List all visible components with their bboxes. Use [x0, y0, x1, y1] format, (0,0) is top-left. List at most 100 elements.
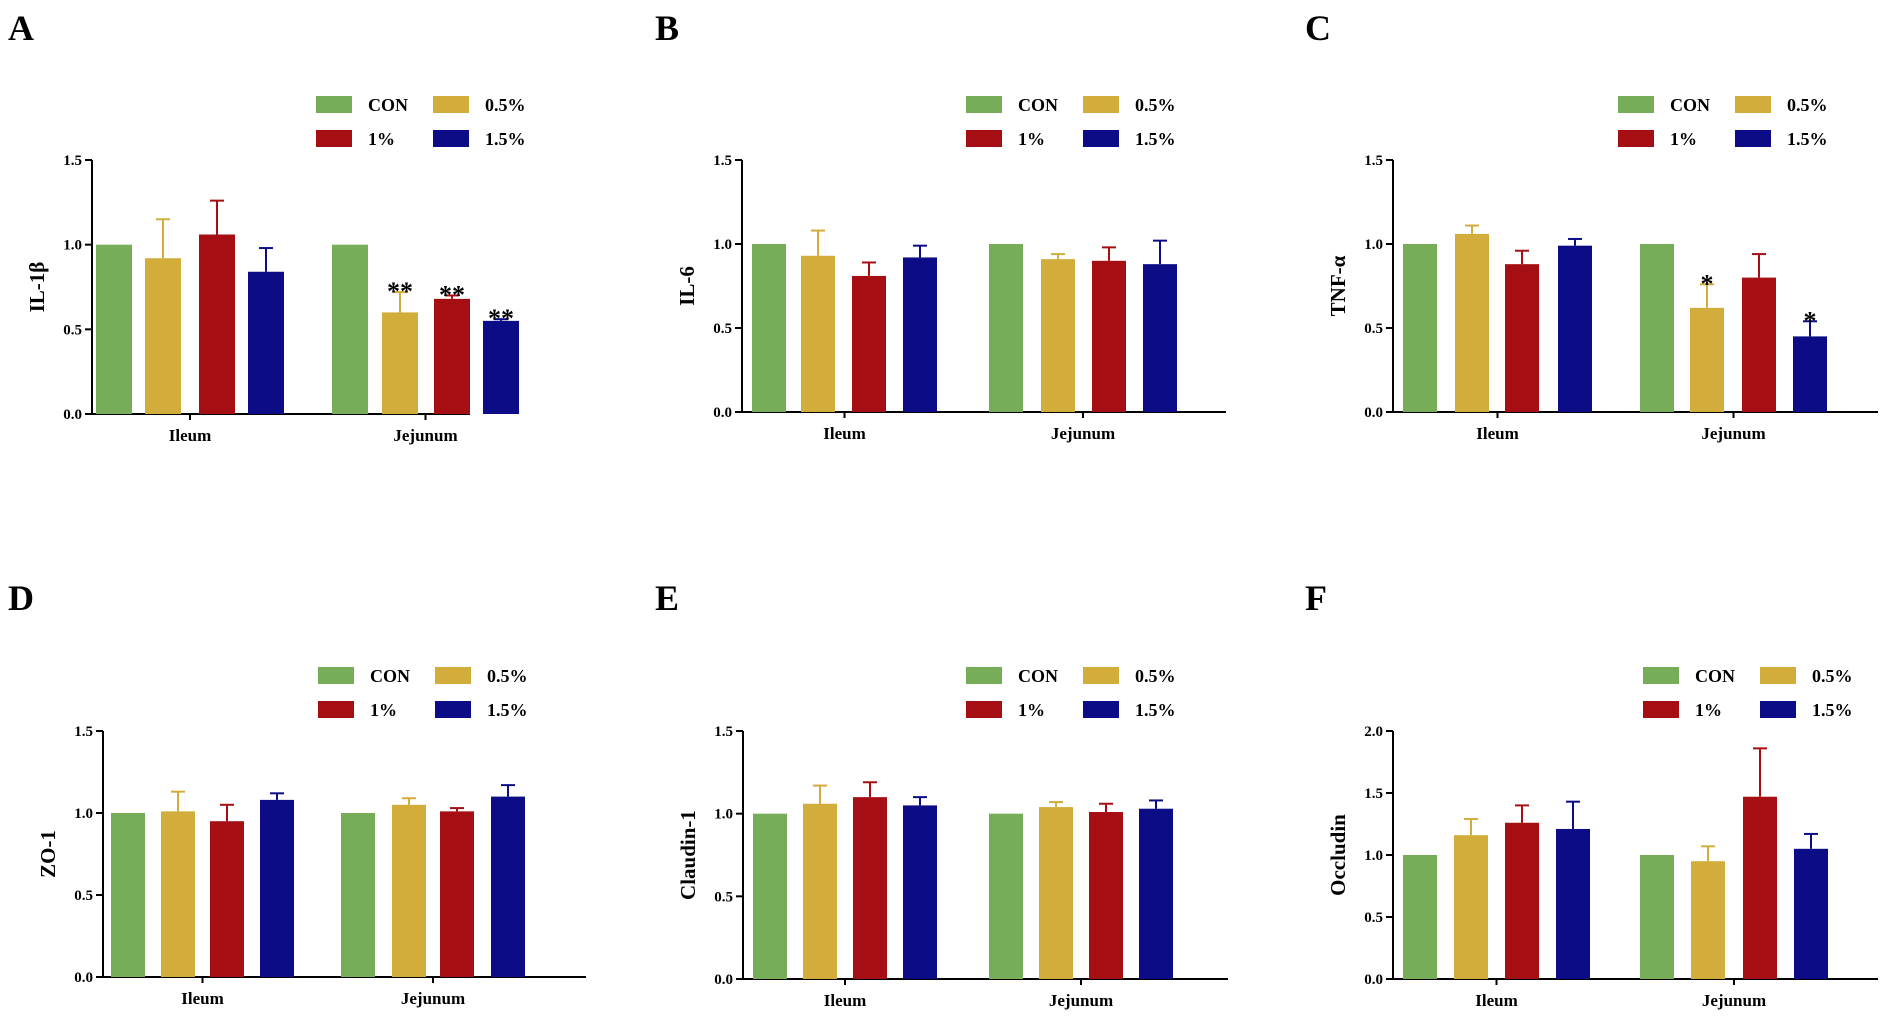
legend-swatch	[316, 130, 352, 147]
bar-jejunum-0_5pct	[1039, 807, 1073, 979]
legend-swatch	[966, 130, 1002, 147]
legend-label: 1.5%	[1135, 129, 1176, 149]
legend-swatch	[433, 130, 469, 147]
y-axis-label: Occludin	[1326, 814, 1350, 896]
panel-f: F 0.0 0.5 1.0 1.5 2.0 Occludin Ileum Jejunum CON 0…	[1305, 578, 1878, 1010]
legend-label: 0.5%	[1787, 95, 1828, 115]
legend-swatch	[966, 667, 1002, 684]
y-tick-label: 1.0	[713, 237, 732, 253]
y-axis-label: IL-1β	[25, 262, 49, 313]
x-tick-label: Ileum	[1475, 991, 1518, 1010]
bar-jejunum-CON	[989, 813, 1023, 979]
legend-label: CON	[1670, 95, 1710, 115]
legend-swatch	[1760, 667, 1796, 684]
y-tick-label: 0.5	[714, 889, 733, 905]
bar-ileum-0_5pct	[803, 803, 837, 979]
legend-label: CON	[370, 666, 410, 686]
y-tick-label: 0.0	[714, 972, 733, 988]
panel-c: C 0.0 0.5 1.0 1.5 TNF-α Ileum * * Jejunum CON 0.5% 1…	[1305, 8, 1878, 443]
bar-jejunum-CON	[989, 244, 1023, 412]
bar-jejunum-1pct	[1092, 260, 1126, 412]
legend-label: 1%	[1695, 700, 1722, 720]
legend-label: 1%	[1018, 700, 1045, 720]
legend-item: 1%	[316, 129, 395, 149]
legend-item: 0.5%	[435, 666, 528, 686]
bar-ileum-1pct	[852, 275, 886, 412]
bar-jejunum-CON	[341, 813, 375, 977]
legend-item: 1%	[966, 700, 1045, 720]
legend-label: 1.5%	[1787, 129, 1828, 149]
legend-label: CON	[1018, 666, 1058, 686]
bar-jejunum-1_5pct	[491, 796, 525, 977]
legend-label: 1.5%	[1812, 700, 1853, 720]
significance-mark: **	[439, 280, 465, 309]
y-axis-label: IL-6	[675, 266, 699, 306]
panel-letter: E	[655, 578, 679, 618]
x-tick-label: Ileum	[823, 424, 866, 443]
legend-swatch	[318, 701, 354, 718]
bar-jejunum-0_5pct	[1690, 307, 1724, 412]
legend-swatch	[435, 667, 471, 684]
y-tick-label: 0.0	[1364, 405, 1383, 421]
bar-ileum-0_5pct	[801, 255, 835, 412]
x-tick-label: Jejunum	[401, 989, 465, 1008]
bar-jejunum-0_5pct	[1041, 259, 1075, 412]
legend-label: 1%	[370, 700, 397, 720]
y-tick-label: 0.5	[74, 888, 93, 904]
y-tick-label: 1.0	[1364, 848, 1383, 864]
legend-item: 1.5%	[1735, 129, 1828, 149]
panel-e: E 0.0 0.5 1.0 1.5 Claudin-1 Ileum Jejunum CON 0.5…	[655, 578, 1228, 1010]
bar-ileum-CON	[753, 813, 787, 979]
x-tick-label: Ileum	[1476, 424, 1519, 443]
legend-swatch	[1083, 667, 1119, 684]
legend-item: 0.5%	[1083, 666, 1176, 686]
legend-label: CON	[1018, 95, 1058, 115]
bar-ileum-CON	[111, 813, 145, 977]
legend-swatch	[435, 701, 471, 718]
legend-item: 1%	[1618, 129, 1697, 149]
panel-d: D 0.0 0.5 1.0 1.5 ZO-1 Ileum Jejunum CON 0.5% 1% 1.…	[8, 578, 586, 1008]
legend-label: 1.5%	[485, 129, 526, 149]
legend-label: 0.5%	[1135, 666, 1176, 686]
legend-item: CON	[1618, 95, 1710, 115]
bar-ileum-1_5pct	[903, 805, 937, 979]
x-tick-label: Ileum	[824, 991, 867, 1010]
y-tick-label: 0.0	[63, 407, 82, 423]
legend-swatch	[1735, 130, 1771, 147]
legend-swatch	[1735, 96, 1771, 113]
bar-ileum-1_5pct	[903, 257, 937, 412]
legend-item: CON	[316, 95, 408, 115]
panel-a: A 0.0 0.5 1.0 1.5 IL-1β Ileum ** ** ** Jejunum CON 0…	[8, 8, 526, 445]
bar-ileum-1pct	[1505, 822, 1539, 979]
bar-ileum-CON	[96, 244, 132, 414]
x-tick-label: Jejunum	[1051, 424, 1115, 443]
x-tick-label: Jejunum	[1701, 424, 1765, 443]
y-axis-label: Claudin-1	[676, 810, 700, 900]
x-tick-label: Ileum	[169, 426, 212, 445]
legend-swatch	[316, 96, 352, 113]
y-tick-label: 1.5	[1364, 153, 1383, 169]
y-tick-label: 0.5	[713, 321, 732, 337]
legend-label: 1%	[1018, 129, 1045, 149]
legend-label: 0.5%	[1135, 95, 1176, 115]
panel-letter: B	[655, 8, 679, 48]
legend-item: CON	[966, 95, 1058, 115]
legend-swatch	[1083, 701, 1119, 718]
bar-jejunum-1_5pct	[1139, 808, 1173, 979]
bar-jejunum-CON	[1640, 244, 1674, 412]
legend-swatch	[1643, 701, 1679, 718]
bar-ileum-0_5pct	[1454, 835, 1488, 979]
y-tick-label: 1.0	[1364, 237, 1383, 253]
bar-jejunum-1pct	[1089, 812, 1123, 979]
x-tick-label: Jejunum	[1049, 991, 1113, 1010]
legend-item: CON	[966, 666, 1058, 686]
bar-jejunum-0_5pct	[1691, 861, 1725, 979]
bar-jejunum-1pct	[440, 811, 474, 977]
bar-ileum-1pct	[210, 821, 244, 977]
legend-swatch	[1083, 96, 1119, 113]
y-tick-label: 2.0	[1364, 724, 1383, 740]
panel-letter: A	[8, 8, 34, 48]
significance-mark: **	[387, 277, 413, 306]
panel-letter: D	[8, 578, 34, 618]
